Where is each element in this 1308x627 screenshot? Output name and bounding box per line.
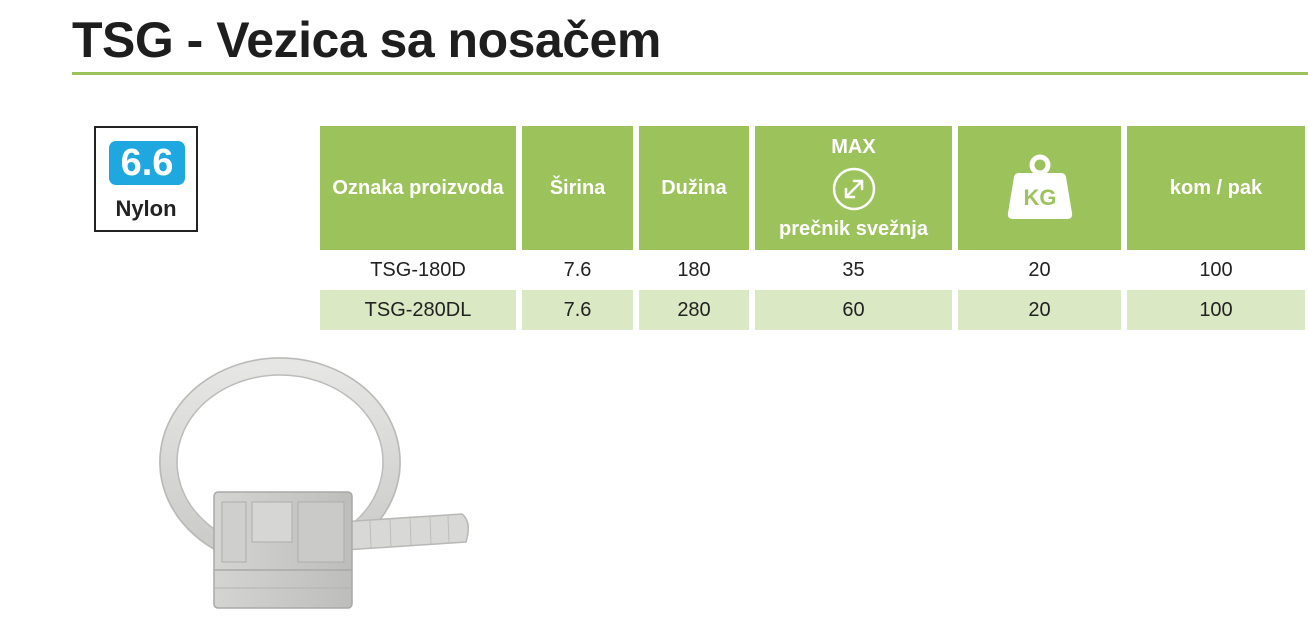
material-badge: 6.6 Nylon bbox=[94, 126, 198, 232]
cell-pack: 100 bbox=[1199, 258, 1233, 281]
header-width-label: Širina bbox=[549, 177, 606, 199]
page-title: TSG - Vezica sa nosačem bbox=[72, 12, 661, 68]
kg-icon-text: KG bbox=[1023, 185, 1056, 210]
kg-weight-icon: KG bbox=[1007, 154, 1072, 219]
table-row: TSG-280DL 7.6 280 60 20 100 bbox=[320, 290, 1305, 330]
cell-code: TSG-180D bbox=[370, 258, 466, 281]
cell-bundle: 60 bbox=[755, 290, 952, 330]
header-code: Oznaka proizvoda bbox=[320, 126, 516, 250]
material-name: Nylon bbox=[115, 196, 177, 221]
material-grade: 6.6 bbox=[109, 141, 185, 185]
cell-width: 7.6 bbox=[522, 290, 633, 330]
header-width: Širina bbox=[522, 126, 633, 250]
header-length: Dužina bbox=[639, 126, 749, 250]
cell-pack: 100 bbox=[1127, 290, 1305, 330]
header-pack-label: kom / pak bbox=[1169, 177, 1263, 199]
header-code-label: Oznaka proizvoda bbox=[332, 177, 504, 199]
product-table-container: Oznaka proizvoda Širina Dužina MAX prečn… bbox=[320, 126, 1305, 330]
header-bundle-label: prečnik svežnja bbox=[779, 218, 928, 240]
header-weight: KG bbox=[958, 126, 1121, 250]
diameter-icon bbox=[832, 167, 875, 211]
cell-length: 180 bbox=[677, 258, 711, 281]
product-table: Oznaka proizvoda Širina Dužina MAX prečn… bbox=[314, 126, 1308, 330]
table-row: TSG-180D 7.6 180 35 20 100 bbox=[320, 250, 1305, 290]
table-header-row: Oznaka proizvoda Širina Dužina MAX prečn… bbox=[320, 126, 1305, 250]
title-underline bbox=[72, 72, 1308, 75]
cell-weight: 20 bbox=[958, 290, 1121, 330]
cell-code: TSG-280DL bbox=[320, 290, 516, 330]
header-max-label: MAX bbox=[831, 136, 876, 158]
cell-bundle: 35 bbox=[842, 258, 865, 281]
cell-width: 7.6 bbox=[563, 258, 592, 281]
header-pack: kom / pak bbox=[1127, 126, 1305, 250]
cell-length: 280 bbox=[639, 290, 749, 330]
header-bundle-diameter: MAX prečnik svežnja bbox=[755, 126, 952, 250]
cell-weight: 20 bbox=[1028, 258, 1051, 281]
product-photo bbox=[159, 357, 469, 609]
header-length-label: Dužina bbox=[661, 177, 727, 199]
